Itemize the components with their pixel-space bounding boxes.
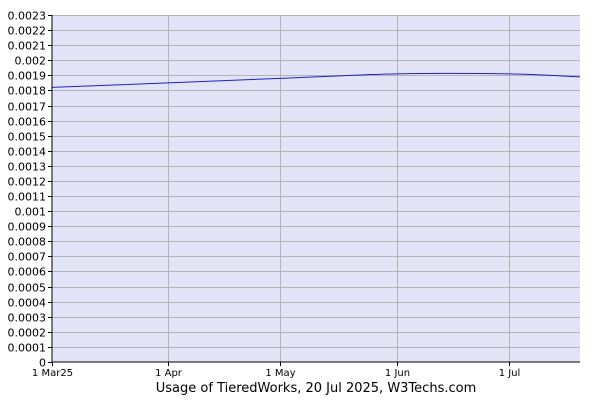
y-tick-label: 0.0012	[8, 176, 47, 189]
axes	[48, 15, 580, 366]
y-tick-label: 0.0013	[8, 161, 47, 174]
x-tick-labels: 1 Mar25 1 Apr 1 May 1 Jun 1 Jul	[32, 368, 520, 379]
y-tick-label: 0.0006	[8, 266, 47, 279]
y-tick-label: 0.0018	[8, 85, 47, 98]
chart-caption: Usage of TieredWorks, 20 Jul 2025, W3Tec…	[156, 381, 476, 396]
y-tick-labels: 0 0.0001 0.0002 0.0003 0.0004 0.0005 0.0006 0.0…	[8, 10, 47, 370]
y-tick-label: 0.0003	[8, 312, 47, 325]
y-tick-label: 0.0015	[8, 131, 47, 144]
y-tick-label: 0.0007	[8, 251, 47, 264]
y-tick-label: 0.0022	[8, 25, 47, 38]
x-tick-label: 1 Jul	[499, 368, 521, 379]
y-tick-label: 0.0002	[8, 327, 47, 340]
y-tick-label: 0.0021	[8, 40, 47, 53]
y-tick-label: 0.0008	[8, 236, 47, 249]
y-tick-label: 0.0019	[8, 70, 47, 83]
y-tick-label: 0.0011	[8, 191, 47, 204]
y-tick-label: 0.0014	[8, 146, 47, 159]
y-tick-label: 0.0016	[8, 116, 47, 129]
grid-lines	[52, 15, 580, 362]
series-line	[51, 72, 581, 88]
x-tick-label: 1 Jun	[385, 368, 410, 379]
plot-area	[52, 15, 580, 362]
y-tick-label: 0.0005	[8, 282, 47, 295]
y-tick-label: 0	[39, 357, 46, 370]
y-tick-label: 0.0001	[8, 342, 47, 355]
y-tick-label: 0.0009	[8, 221, 47, 234]
y-tick-label: 0.0004	[8, 297, 47, 310]
series-lines	[51, 72, 581, 88]
y-tick-label: 0.0017	[8, 101, 47, 114]
x-tick-label: 1 Mar25	[32, 368, 73, 379]
y-tick-label: 0.0023	[8, 10, 47, 23]
y-tick-label: 0.002	[15, 55, 47, 68]
x-tick-label: 1 May	[265, 368, 295, 379]
x-tick-label: 1 Apr	[155, 368, 183, 379]
y-tick-label: 0.001	[15, 206, 47, 219]
